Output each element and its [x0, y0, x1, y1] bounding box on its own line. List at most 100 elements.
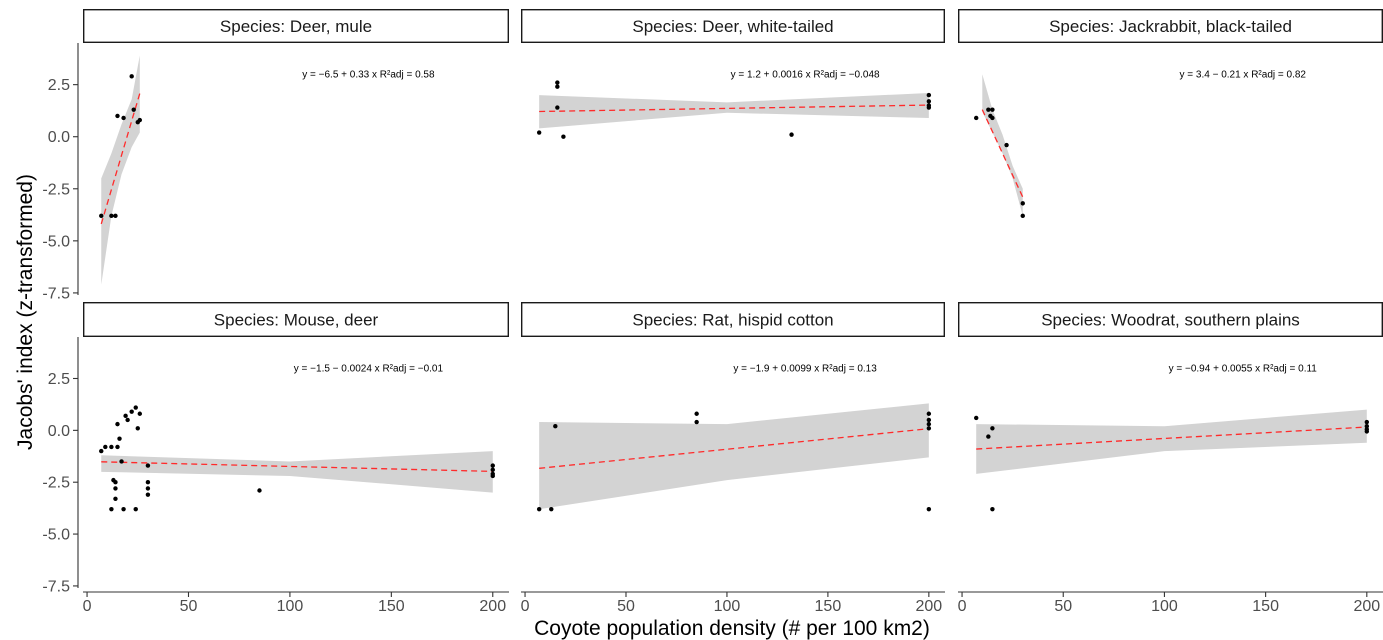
data-point	[986, 434, 991, 439]
data-point	[1364, 419, 1370, 425]
y-tick-label: -7.5	[42, 578, 70, 595]
x-tick-label: 150	[378, 598, 405, 615]
panel: Species: Mouse, deer y = −1.5 − 0.0024 x …	[82, 302, 510, 615]
facet-strip-label: Species: Woodrat, southern plains	[1041, 311, 1300, 330]
data-point	[123, 413, 128, 419]
x-tick-label: 0	[521, 598, 530, 615]
y-tick-label: 2.5	[48, 77, 70, 94]
data-point	[536, 506, 542, 512]
data-point	[121, 506, 126, 512]
data-point	[926, 92, 932, 98]
x-tick-label: 150	[815, 598, 842, 615]
panel: Species: Deer, white-tailed y = 1.2 + 0.0…	[521, 8, 946, 139]
data-point	[121, 115, 126, 121]
confidence-band	[982, 74, 1023, 216]
data-point	[1020, 201, 1025, 206]
data-point	[113, 486, 118, 491]
confidence-band	[976, 409, 1367, 474]
data-point	[986, 107, 991, 112]
y-tick-label: -5.0	[42, 233, 70, 250]
facet-strip	[521, 302, 946, 338]
facet-strip	[958, 302, 1383, 338]
y-tick-label: 0.0	[48, 129, 70, 146]
facet-strip-label: Species: Deer, mule	[220, 17, 372, 36]
confidence-band	[539, 92, 929, 129]
data-point	[115, 444, 120, 450]
data-point	[926, 411, 932, 416]
data-point	[694, 419, 699, 425]
data-point	[145, 480, 151, 485]
x-axis-title: Coyote population density (# per 100 km2…	[534, 617, 930, 640]
data-point	[129, 409, 134, 414]
x-tick-label: 100	[714, 598, 741, 615]
data-point	[555, 84, 560, 89]
data-point	[1020, 213, 1025, 219]
x-tick-label: 50	[617, 598, 635, 615]
data-point	[99, 213, 104, 219]
trend-line	[539, 428, 929, 469]
data-point	[1364, 429, 1370, 434]
facet-strip	[82, 8, 510, 43]
data-point	[257, 488, 262, 493]
trend-line	[981, 109, 1024, 198]
data-point	[555, 105, 560, 110]
facet-strip	[521, 8, 946, 43]
regression-equation: y = −1.5 − 0.0024 x R²adj = −0.01	[294, 363, 444, 374]
confidence-band	[539, 403, 929, 510]
data-point	[109, 213, 114, 219]
data-point	[490, 463, 495, 468]
data-point	[926, 417, 932, 423]
y-tick-label: -2.5	[42, 181, 70, 198]
data-point	[926, 426, 932, 431]
panel: Species: Deer, mule y = −6.5 + 0.33 x R²a…	[82, 8, 510, 285]
regression-equation: y = 3.4 − 0.21 x R²adj = 0.82	[1180, 70, 1307, 81]
y-tick-label: -7.5	[42, 285, 70, 302]
facet-strip	[958, 8, 1383, 43]
regression-equation: y = 1.2 + 0.0016 x R²adj = −0.048	[731, 70, 880, 81]
data-point	[926, 99, 932, 104]
data-point	[109, 506, 114, 512]
y-tick-label: 0.0	[48, 423, 70, 440]
data-point	[926, 506, 932, 512]
data-point	[990, 115, 995, 121]
data-point	[549, 506, 554, 512]
panel: Species: Jackrabbit, black-tailed y = 3.4…	[958, 8, 1383, 219]
confidence-band	[101, 55, 140, 285]
x-tick-label: 200	[915, 598, 942, 615]
x-tick-label: 150	[1252, 598, 1279, 615]
data-point	[974, 415, 979, 421]
data-point	[536, 130, 542, 135]
data-point	[99, 448, 104, 454]
facet-strip	[82, 302, 510, 338]
y-tick-label: -2.5	[42, 475, 70, 492]
data-point	[137, 117, 142, 123]
data-point	[115, 421, 120, 427]
regression-equation: y = −6.5 + 0.33 x R²adj = 0.58	[302, 70, 435, 81]
data-point	[145, 486, 151, 491]
facet-strip-label: Species: Jackrabbit, black-tailed	[1049, 17, 1292, 36]
data-point	[1364, 423, 1370, 429]
data-point	[115, 113, 120, 119]
trend-line	[100, 93, 141, 225]
facet-strip-label: Species: Deer, white-tailed	[632, 17, 833, 36]
y-tick-label: 2.5	[48, 371, 70, 388]
data-point	[974, 115, 979, 121]
data-point	[990, 506, 995, 512]
data-point	[926, 421, 932, 427]
regression-equation: y = −1.9 + 0.0099 x R²adj = 0.13	[733, 363, 877, 374]
facet-strip-label: Species: Mouse, deer	[214, 311, 379, 330]
regression-equation: y = −0.94 + 0.0055 x R²adj = 0.11	[1169, 363, 1318, 374]
x-tick-label: 200	[479, 598, 506, 615]
x-tick-label: 0	[83, 598, 92, 615]
trend-line	[976, 426, 1367, 450]
data-point	[133, 506, 138, 512]
data-point	[145, 463, 151, 468]
data-point	[103, 444, 108, 450]
data-point	[117, 436, 122, 441]
data-point	[125, 417, 130, 423]
data-point	[490, 467, 495, 472]
data-point	[990, 107, 995, 112]
trend-line	[101, 461, 493, 473]
panel: Species: Rat, hispid cotton y = −1.9 + 0.…	[521, 302, 946, 615]
